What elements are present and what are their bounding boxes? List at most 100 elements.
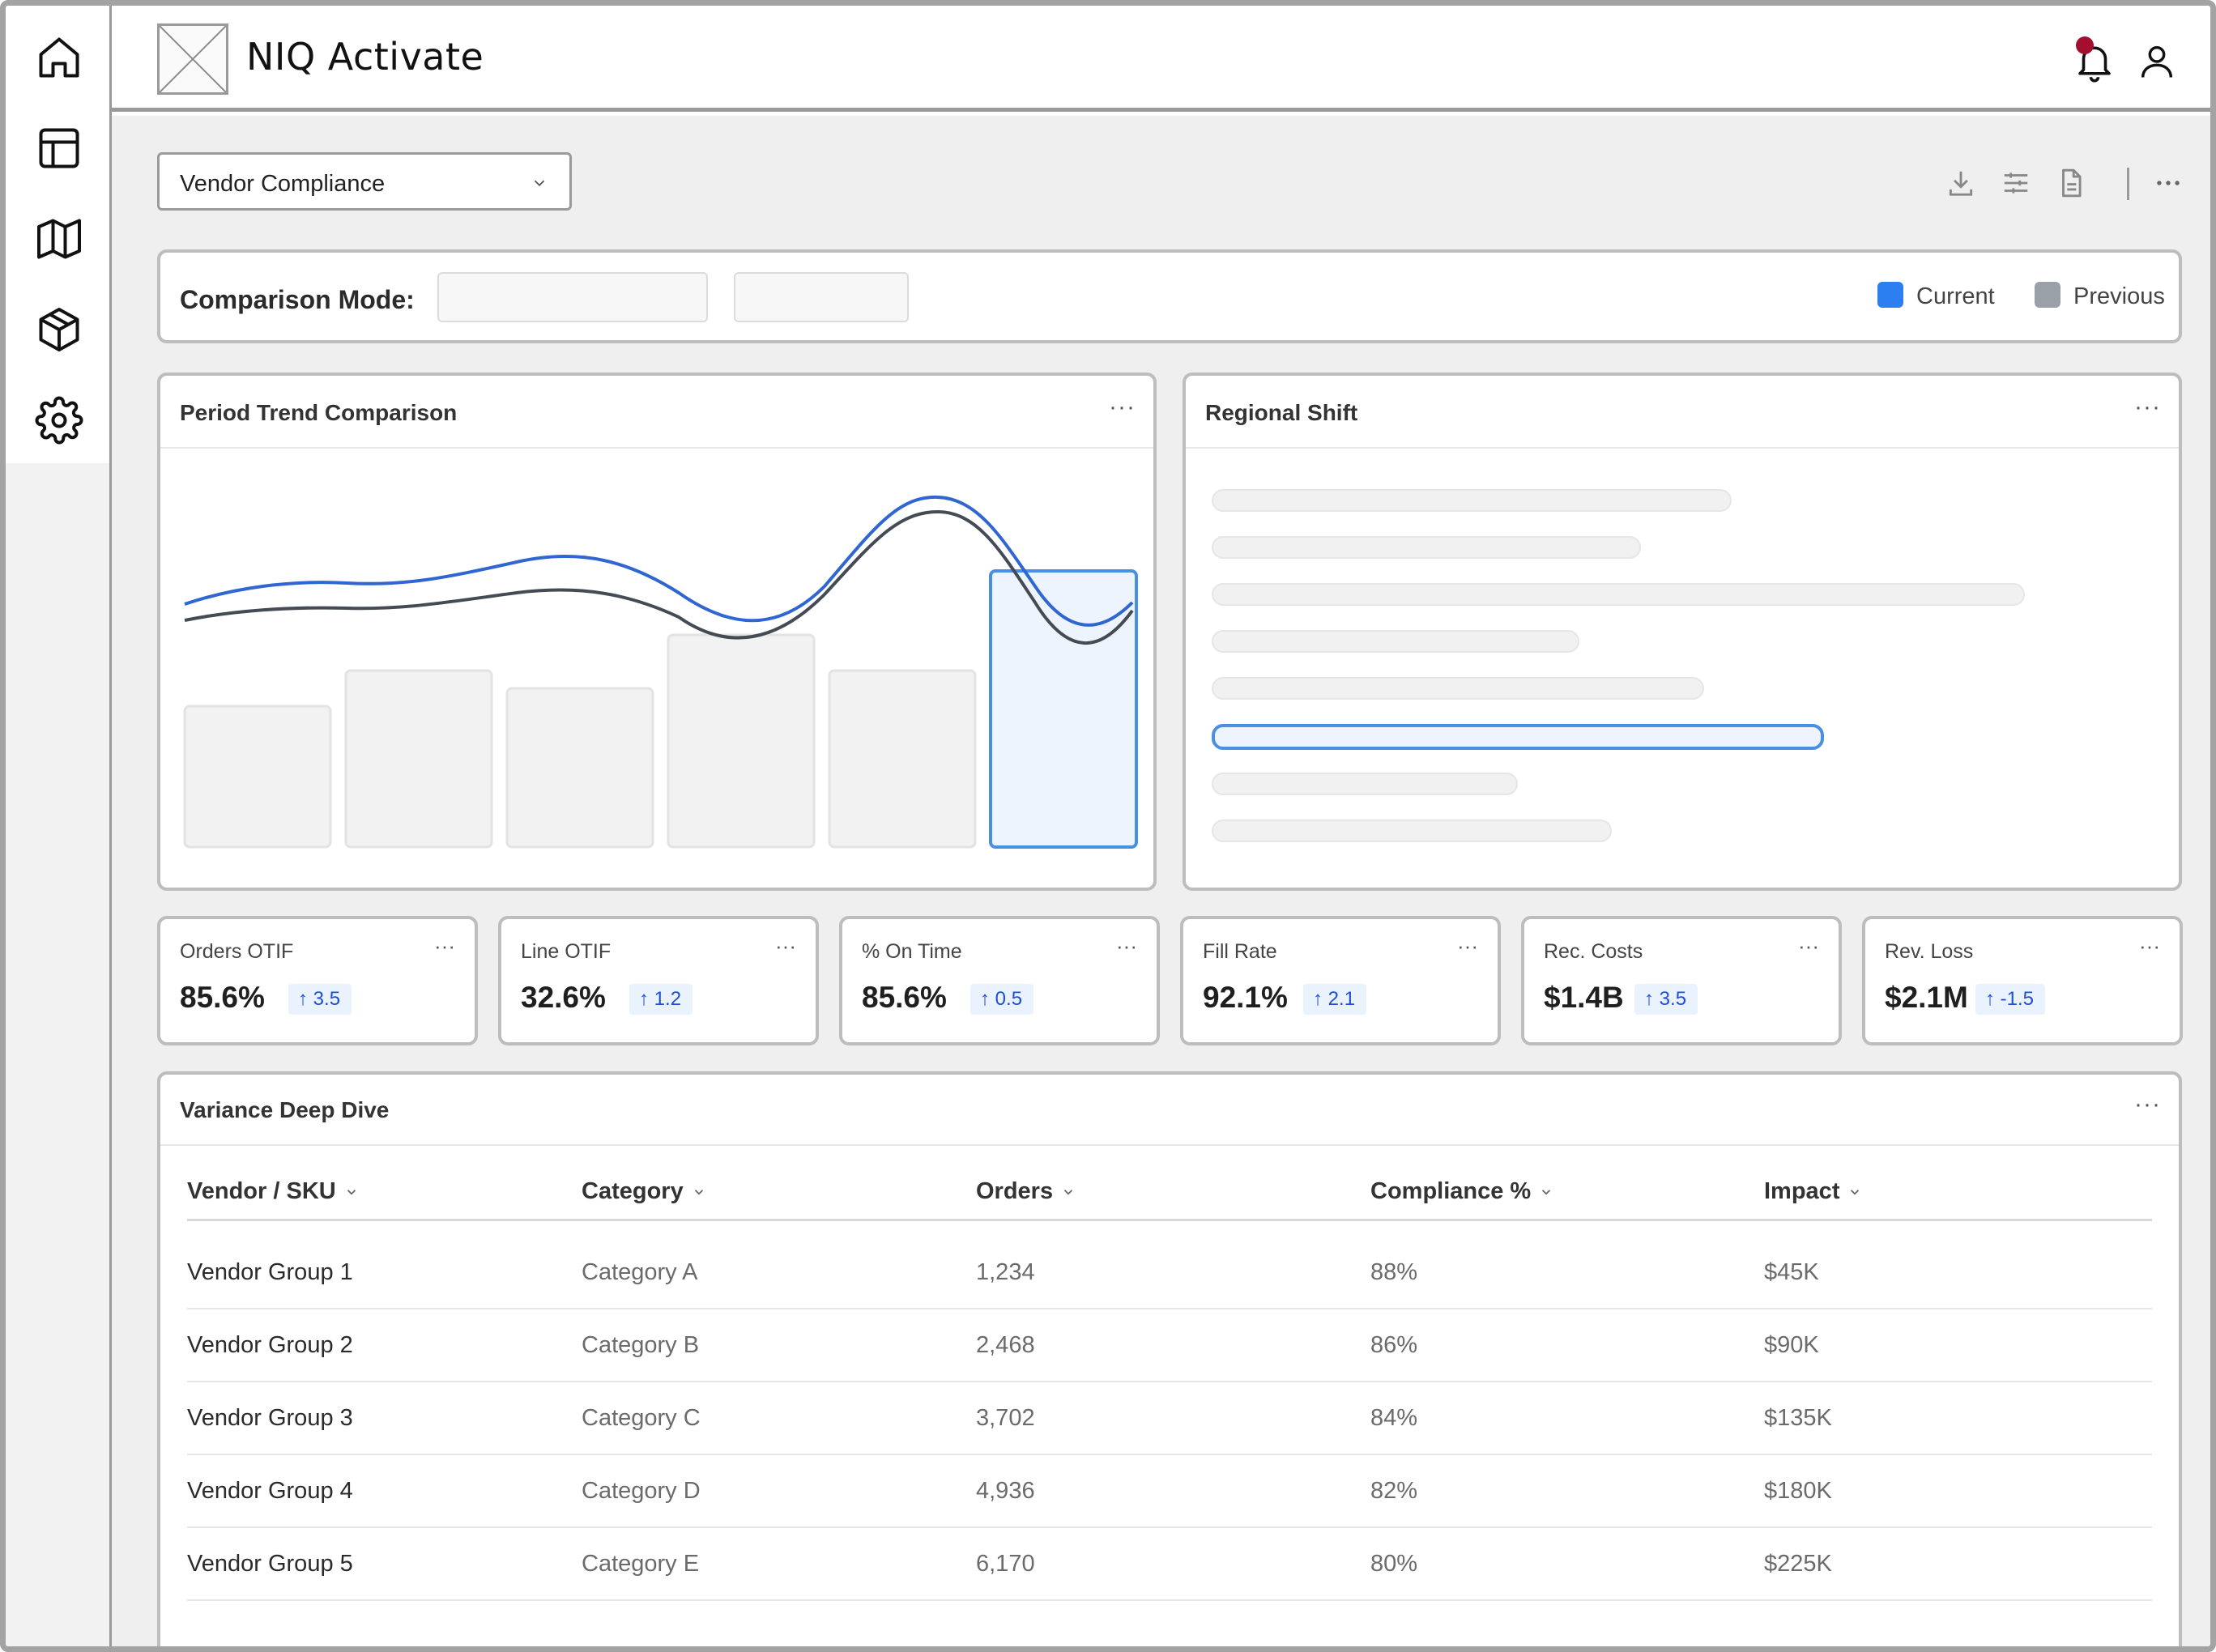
region-bar-selected[interactable] xyxy=(1212,724,1824,750)
kpi-card-line-otif[interactable]: Line OTIF ··· 32.6% ↑ 1.2 xyxy=(498,916,819,1045)
kpi-delta-badge: ↑ 1.2 xyxy=(629,984,693,1015)
table-cell-orders: 2,468 xyxy=(976,1332,1035,1358)
chevron-down-icon xyxy=(694,1190,703,1195)
kpi-delta-badge: ↑ 0.5 xyxy=(970,984,1034,1015)
regional-card: Regional Shift ··· xyxy=(1183,373,2182,891)
sliders-icon[interactable] xyxy=(2001,168,2031,198)
more-icon[interactable]: ··· xyxy=(1457,934,1478,958)
bell-icon[interactable] xyxy=(2073,38,2116,83)
chevron-down-icon xyxy=(534,180,545,187)
table-cell-category: Category D xyxy=(582,1478,701,1504)
trend-bar-selected[interactable] xyxy=(989,569,1138,849)
table-cell-category: Category A xyxy=(582,1259,698,1285)
table-cell-impact: $45K xyxy=(1764,1259,1819,1285)
trend-chart xyxy=(183,495,1138,849)
table-cell-compliance: 80% xyxy=(1370,1551,1418,1577)
kpi-label: Fill Rate xyxy=(1203,940,1277,963)
document-icon[interactable] xyxy=(2056,168,2086,198)
trend-bar xyxy=(667,633,816,849)
app-title: NIQ Activate xyxy=(246,35,484,79)
kpi-delta-badge: ↑ 3.5 xyxy=(1634,984,1698,1015)
more-icon[interactable]: ··· xyxy=(1798,934,1819,958)
kpi-label: Rec. Costs xyxy=(1544,940,1643,963)
region-bar xyxy=(1212,677,1704,700)
kpi-value: 85.6% xyxy=(180,981,265,1014)
more-icon[interactable]: ··· xyxy=(775,934,796,958)
kpi-value: $2.1M xyxy=(1885,981,1968,1014)
table-cell-compliance: 84% xyxy=(1370,1405,1418,1431)
more-icon[interactable]: ··· xyxy=(1116,934,1137,958)
notification-dot xyxy=(2076,36,2094,54)
region-bar xyxy=(1212,820,1612,842)
chevron-down-icon xyxy=(1063,1190,1073,1195)
table-cell-category: Category C xyxy=(582,1405,701,1431)
report-select-value: Vendor Compliance xyxy=(180,171,386,197)
download-icon[interactable] xyxy=(1945,168,1976,198)
column-header-orders[interactable]: Orders xyxy=(976,1178,1076,1205)
table-cell-vendor: Vendor Group 5 xyxy=(187,1551,353,1577)
region-bar xyxy=(1212,536,1641,559)
home-icon[interactable] xyxy=(35,33,83,82)
kpi-card-rec-costs[interactable]: Rec. Costs ··· $1.4B ↑ 3.5 xyxy=(1521,916,1842,1045)
kpi-card-rev-loss[interactable]: Rev. Loss ··· $2.1M ↑ -1.5 xyxy=(1862,916,2183,1045)
gear-icon[interactable] xyxy=(35,396,83,445)
comparison-period-a-input[interactable] xyxy=(437,272,708,322)
region-bar xyxy=(1212,773,1518,795)
kpi-card-orders-otif[interactable]: Orders OTIF ··· 85.6% ↑ 3.5 xyxy=(157,916,478,1045)
table-cell-category: Category E xyxy=(582,1551,700,1577)
chevron-down-icon xyxy=(1851,1190,1860,1195)
trend-bar xyxy=(828,669,977,849)
column-header-vendor[interactable]: Vendor / SKU xyxy=(187,1178,359,1205)
more-icon[interactable] xyxy=(2153,168,2184,198)
map-icon[interactable] xyxy=(35,215,83,263)
more-icon[interactable]: ··· xyxy=(2139,934,2160,958)
legend-swatch-current xyxy=(1877,282,1903,308)
kpi-label: Rev. Loss xyxy=(1885,940,1974,963)
column-header-impact[interactable]: Impact xyxy=(1764,1178,1862,1205)
top-header: NIQ Activate xyxy=(112,6,2210,112)
table-cell-impact: $180K xyxy=(1764,1478,1832,1504)
trend-card-title: Period Trend Comparison xyxy=(180,400,458,425)
table-cell-orders: 4,936 xyxy=(976,1478,1035,1504)
previous-trend-line xyxy=(184,509,1134,645)
more-icon[interactable]: ··· xyxy=(1109,394,1136,420)
kpi-delta-badge: ↑ 2.1 xyxy=(1303,984,1367,1015)
kpi-label: Orders OTIF xyxy=(180,940,294,963)
variance-card-title: Variance Deep Dive xyxy=(180,1097,390,1122)
column-header-compliance[interactable]: Compliance % xyxy=(1370,1178,1553,1205)
kpi-value: 92.1% xyxy=(1203,981,1288,1014)
more-icon[interactable]: ··· xyxy=(2134,394,2161,420)
side-nav xyxy=(6,6,112,1646)
legend-swatch-previous xyxy=(2035,282,2060,308)
table-cell-category: Category B xyxy=(582,1332,700,1358)
comparison-period-b-input[interactable] xyxy=(734,272,909,322)
region-bar xyxy=(1212,630,1579,653)
kpi-delta-badge: ↑ 3.5 xyxy=(288,984,352,1015)
comparison-mode-bar: Comparison Mode: Current Previous xyxy=(157,249,2182,343)
logo-placeholder xyxy=(157,23,228,95)
legend-label-current: Current xyxy=(1916,283,1995,309)
legend-label-previous: Previous xyxy=(2073,283,2165,309)
more-icon[interactable]: ··· xyxy=(2134,1091,2161,1118)
user-icon[interactable] xyxy=(2136,40,2178,83)
report-select[interactable]: Vendor Compliance xyxy=(157,152,572,211)
trend-card: Period Trend Comparison ··· xyxy=(157,373,1157,891)
regional-card-title: Regional Shift xyxy=(1205,400,1358,425)
chevron-down-icon xyxy=(347,1190,356,1195)
chevron-down-icon xyxy=(1542,1190,1551,1195)
kpi-card-on-time[interactable]: % On Time ··· 85.6% ↑ 0.5 xyxy=(839,916,1160,1045)
kpi-delta-badge: ↑ -1.5 xyxy=(1975,984,2046,1015)
table-cell-vendor: Vendor Group 3 xyxy=(187,1405,353,1431)
layout-icon[interactable] xyxy=(35,124,83,172)
table-cell-impact: $90K xyxy=(1764,1332,1819,1358)
table-cell-orders: 6,170 xyxy=(976,1551,1035,1577)
table-cell-compliance: 88% xyxy=(1370,1259,1418,1285)
kpi-card-fill-rate[interactable]: Fill Rate ··· 92.1% ↑ 2.1 xyxy=(1180,916,1501,1045)
package-icon[interactable] xyxy=(35,305,83,354)
table-cell-vendor: Vendor Group 4 xyxy=(187,1478,353,1504)
column-header-category[interactable]: Category xyxy=(582,1178,706,1205)
table-cell-compliance: 86% xyxy=(1370,1332,1418,1358)
more-icon[interactable]: ··· xyxy=(434,934,455,958)
comparison-mode-label: Comparison Mode: xyxy=(180,285,415,314)
